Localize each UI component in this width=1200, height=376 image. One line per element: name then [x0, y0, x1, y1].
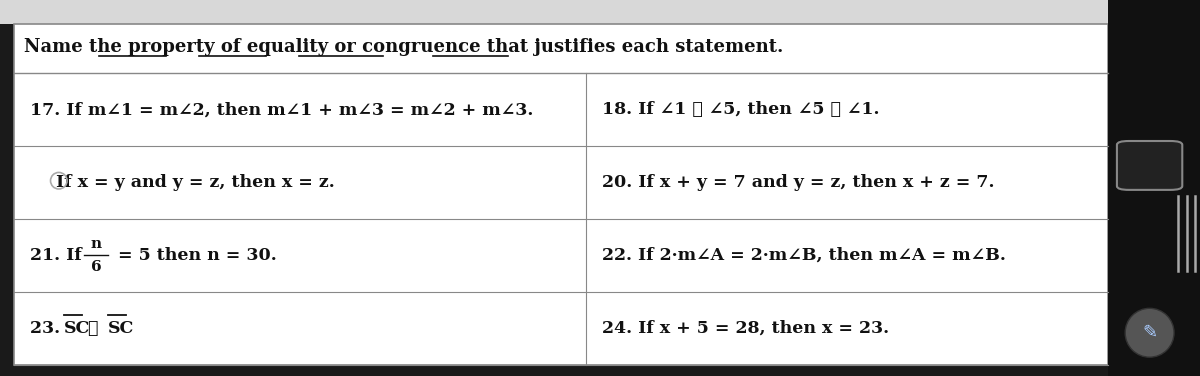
Text: 17. If m∠1 = m∠2, then m∠1 + m∠3 = m∠2 + m∠3.: 17. If m∠1 = m∠2, then m∠1 + m∠3 = m∠2 +…	[30, 101, 533, 118]
Text: 22. If 2·m∠A = 2·m∠B, then m∠A = m∠B.: 22. If 2·m∠A = 2·m∠B, then m∠A = m∠B.	[601, 247, 1006, 264]
Text: If x = y and y = z, then x = z.: If x = y and y = z, then x = z.	[56, 174, 335, 191]
Text: 23.: 23.	[30, 320, 66, 337]
Text: 20. If x + y = 7 and y = z, then x + z = 7.: 20. If x + y = 7 and y = z, then x + z =…	[601, 174, 995, 191]
FancyBboxPatch shape	[1117, 141, 1182, 190]
Bar	[1108, 0, 1200, 376]
Text: n: n	[90, 237, 102, 251]
Bar	[0, 0, 1200, 24]
Text: Name the property of equality or congruence that justifies each statement.: Name the property of equality or congrue…	[24, 38, 784, 56]
Text: ✎: ✎	[1142, 324, 1157, 342]
Text: SC: SC	[65, 320, 91, 337]
Text: 6: 6	[91, 260, 101, 274]
Text: 21. If: 21. If	[30, 247, 88, 264]
Ellipse shape	[1126, 308, 1174, 357]
Text: = 5 then n = 30.: = 5 then n = 30.	[112, 247, 276, 264]
Text: SC: SC	[108, 320, 134, 337]
Text: 18. If ∠1 ≅ ∠5, then ∠5 ≅ ∠1.: 18. If ∠1 ≅ ∠5, then ∠5 ≅ ∠1.	[601, 101, 880, 118]
Text: 24. If x + 5 = 28, then x = 23.: 24. If x + 5 = 28, then x = 23.	[601, 320, 889, 337]
Text: ≅: ≅	[83, 320, 104, 337]
